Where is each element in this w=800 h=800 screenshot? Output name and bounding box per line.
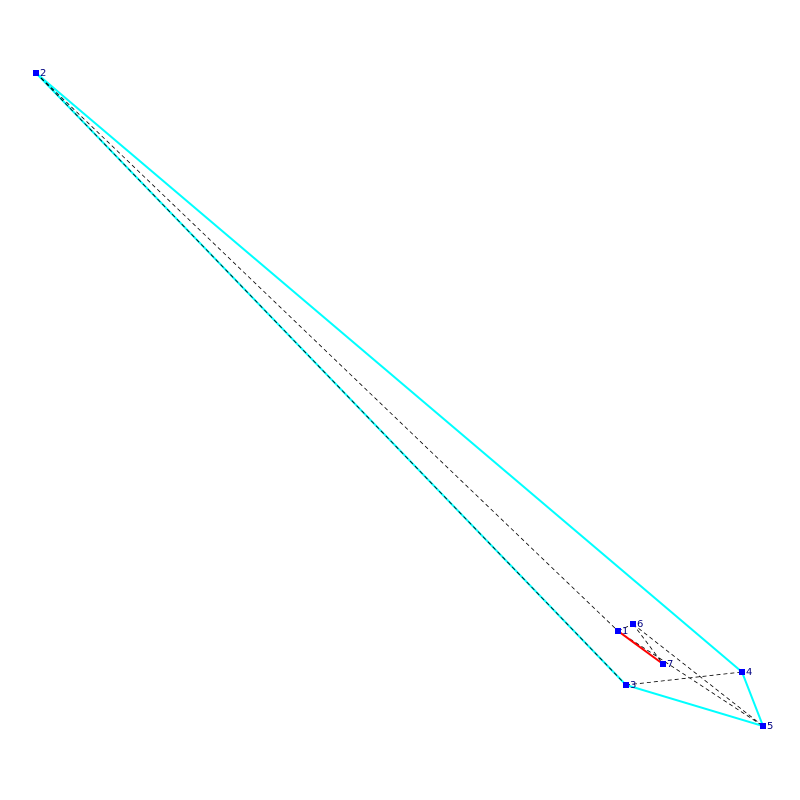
nodes: 1 2 3 4 5 6 7 xyxy=(33,68,773,732)
node-point xyxy=(630,621,636,627)
node-point xyxy=(660,661,666,667)
node-label: 7 xyxy=(667,659,673,670)
dashed-edge xyxy=(632,623,664,665)
node-label: 3 xyxy=(630,680,636,691)
red-edge xyxy=(617,630,664,665)
node-label: 1 xyxy=(622,626,628,637)
node-label: 4 xyxy=(746,667,752,678)
dashed-edges xyxy=(35,72,764,727)
dashed-edge xyxy=(35,72,619,632)
node-point xyxy=(623,682,629,688)
node-point xyxy=(33,70,39,76)
node-point xyxy=(760,723,766,729)
dashed-edge xyxy=(35,72,627,686)
hull xyxy=(35,72,764,727)
hull-edge xyxy=(35,72,743,673)
dashed-edge xyxy=(617,630,764,727)
node-label: 5 xyxy=(767,721,773,732)
node-label: 6 xyxy=(637,619,643,630)
hull-edge xyxy=(625,684,764,727)
node-point xyxy=(615,628,621,634)
node-label: 2 xyxy=(40,68,46,79)
hull-edge xyxy=(741,671,764,727)
node-point xyxy=(739,669,745,675)
dashed-edge xyxy=(625,671,743,686)
